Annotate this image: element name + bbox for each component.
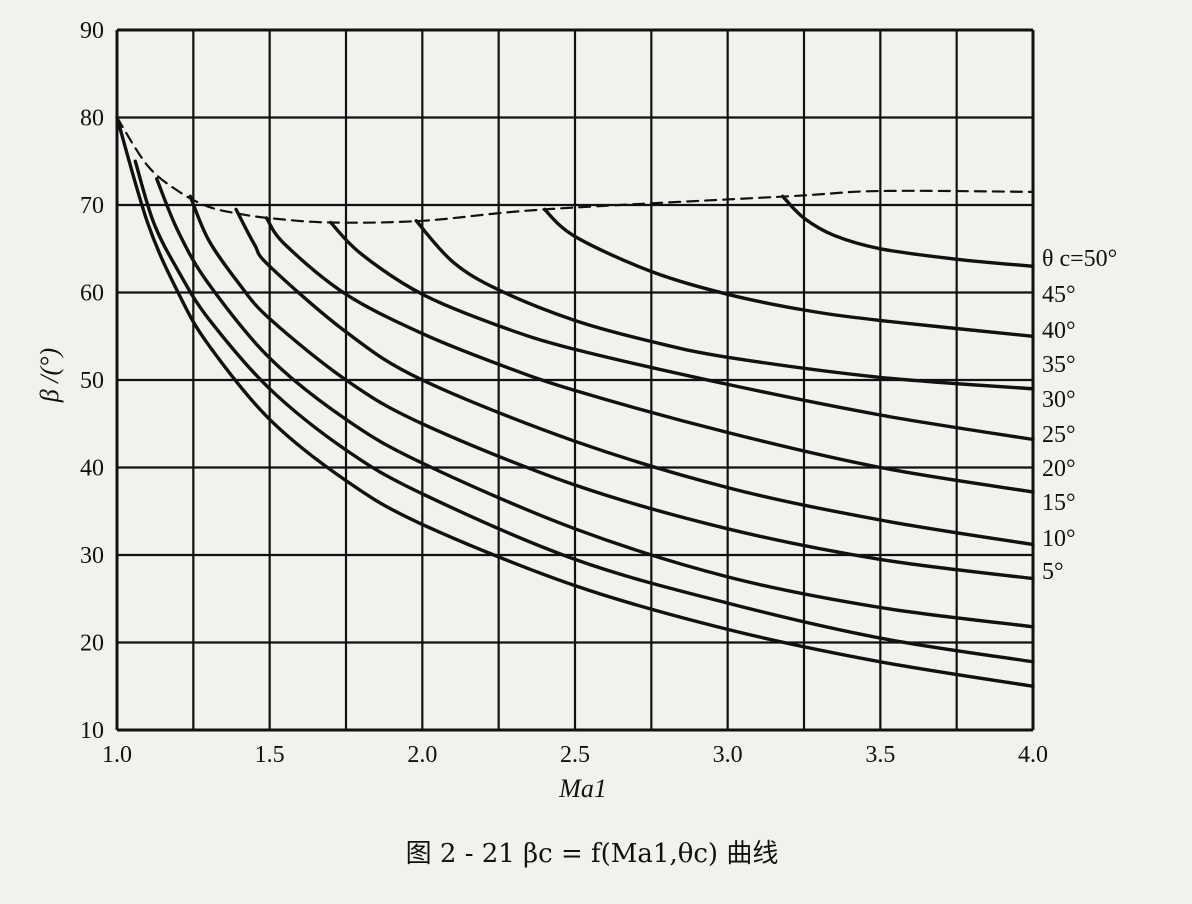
- curve-label: 20°: [1042, 456, 1076, 482]
- y-tick-label: 90: [80, 18, 104, 44]
- x-tick-label: 1.0: [102, 742, 132, 768]
- series-line-3: [188, 194, 1035, 581]
- curve-label: 10°: [1042, 526, 1076, 552]
- curve-label: 40°: [1042, 318, 1076, 344]
- x-tick-label: 2.0: [407, 742, 437, 768]
- series-line-7: [414, 219, 1035, 391]
- series-line-6: [329, 220, 1035, 442]
- x-tick-label: 3.5: [865, 742, 895, 768]
- limit-curve-dashed: [115, 116, 1035, 224]
- curve-label: 30°: [1042, 387, 1076, 413]
- curves: [115, 115, 1035, 688]
- y-tick-label: 80: [80, 106, 104, 132]
- x-axis-label: Ma1: [558, 774, 607, 803]
- x-tick-label: 4.0: [1018, 742, 1048, 768]
- y-tick-label: 50: [80, 368, 104, 394]
- grid: [115, 28, 1035, 732]
- series-line-8: [542, 207, 1035, 338]
- curve-label: 35°: [1042, 352, 1076, 378]
- y-axis-label: β /(°): [35, 348, 64, 403]
- series-line-0: [115, 115, 1035, 688]
- series-line-9: [780, 194, 1035, 268]
- y-tick-label: 10: [80, 718, 104, 744]
- series-line-1: [133, 159, 1035, 664]
- series-line-2: [155, 177, 1035, 629]
- y-tick-label: 40: [80, 456, 104, 482]
- series-line-5: [264, 216, 1035, 494]
- x-tick-label: 3.0: [713, 742, 743, 768]
- y-tick-label: 70: [80, 193, 104, 219]
- x-tick-labels: 1.0 1.5 2.0 2.5 3.0 3.5 4.0: [102, 742, 1048, 768]
- series-line-4: [234, 207, 1035, 547]
- curve-label: 15°: [1042, 490, 1076, 516]
- y-tick-label: 60: [80, 281, 104, 307]
- curve-label: 5°: [1042, 559, 1064, 585]
- y-tick-label: 20: [80, 631, 104, 657]
- x-tick-label: 2.5: [560, 742, 590, 768]
- curve-label: 45°: [1042, 282, 1076, 308]
- y-tick-labels: 10 20 30 40 50 60 70 80 90: [80, 18, 104, 744]
- curve-label: θ c=50°: [1042, 246, 1117, 272]
- curve-label: 25°: [1042, 422, 1076, 448]
- curve-labels: 5° 10° 15° 20° 25° 30° 35° 40° 45° θ c=50°: [1042, 246, 1117, 585]
- x-tick-label: 1.5: [255, 742, 285, 768]
- y-tick-label: 30: [80, 543, 104, 569]
- figure-caption: 图 2 - 21 βc = f(Ma1,θc) 曲线: [406, 839, 779, 869]
